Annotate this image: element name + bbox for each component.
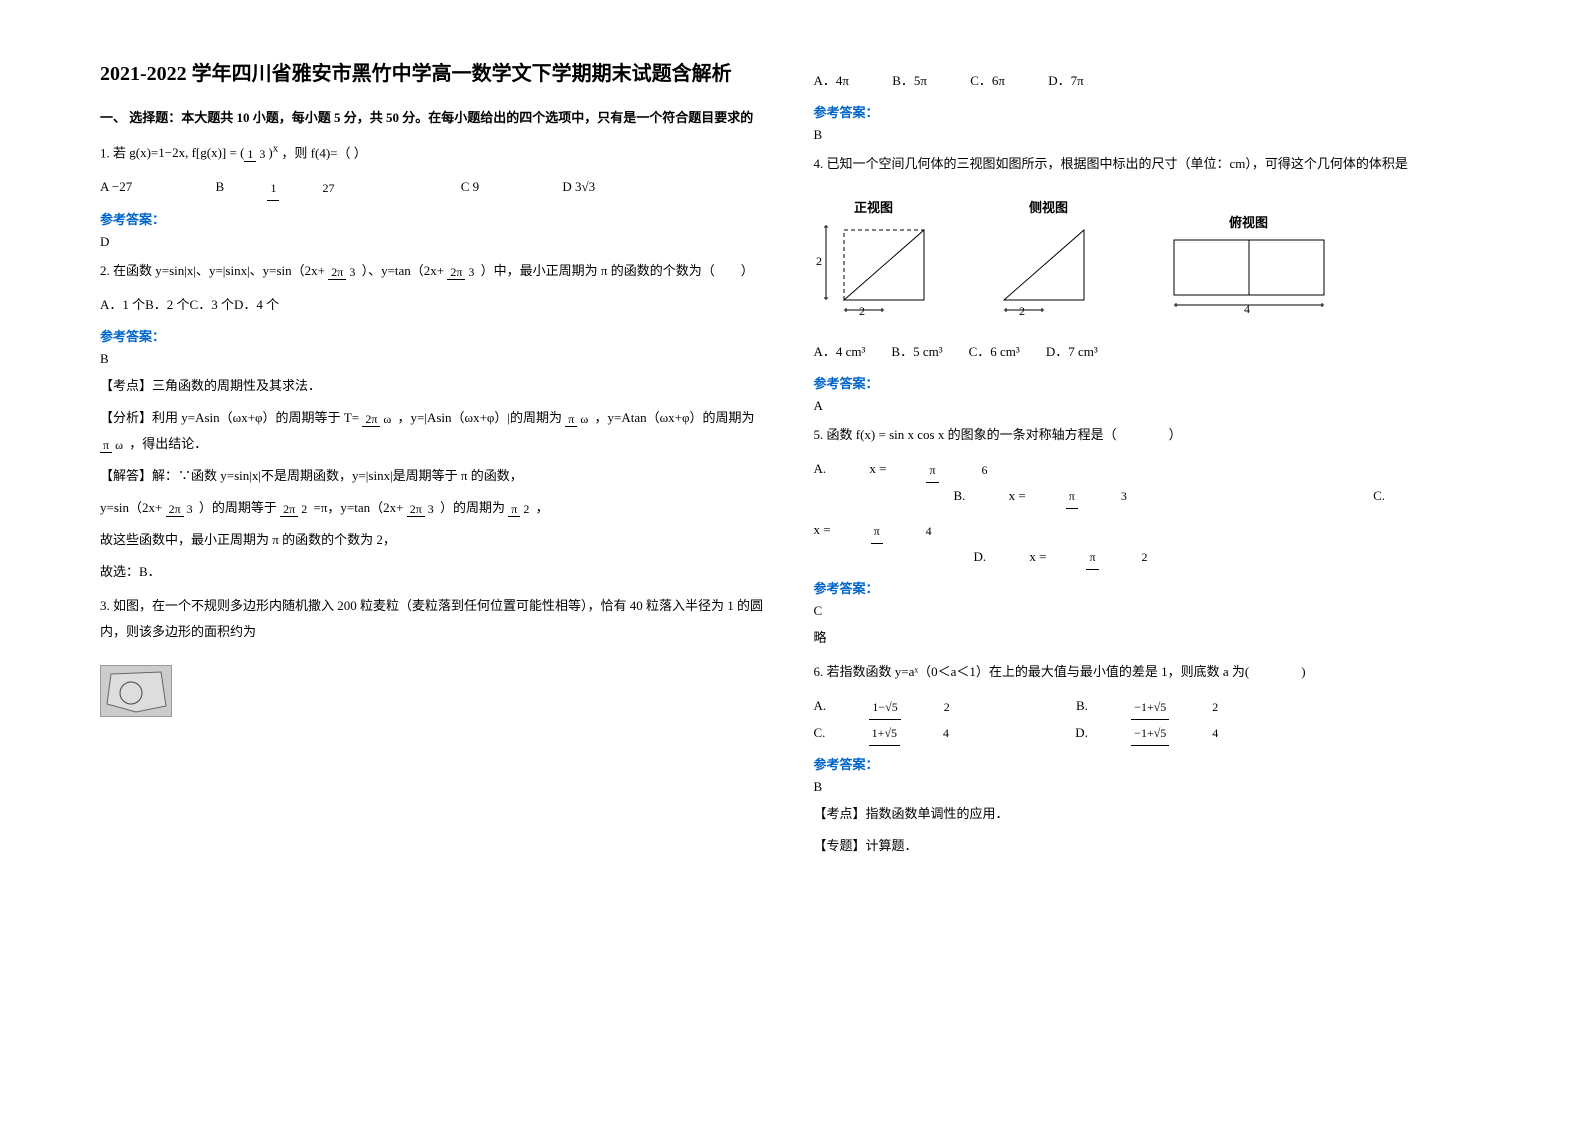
q5-answer-label: 参考答案： bbox=[814, 578, 1488, 597]
q3-optA: A．4π bbox=[814, 68, 849, 94]
q3-optD: D．7π bbox=[1048, 68, 1083, 94]
q4-stem: 4. 已知一个空间几何体的三视图如图所示，根据图中标出的尺寸（单位：cm），可得… bbox=[814, 151, 1488, 177]
q2-jd2-f4: π2 bbox=[508, 497, 532, 521]
q6-kaodian: 【考点】指数函数单调性的应用． bbox=[814, 801, 1488, 827]
q2-answer-label: 参考答案： bbox=[100, 326, 774, 345]
q3-optC: C．6π bbox=[970, 68, 1005, 94]
q2-jd2-f2: 2π2 bbox=[280, 497, 310, 521]
side-view-svg: 2 bbox=[994, 220, 1104, 315]
top-view: 俯视图 4 bbox=[1164, 212, 1334, 319]
q2-stem: 2. 在函数 y=sin|x|、y=|sinx|、y=sin（2x+ 2π3 ）… bbox=[100, 258, 774, 284]
q1-optD: D 3√3 bbox=[562, 174, 635, 200]
section1-header: 一、 选择题：本大题共 10 小题，每小题 5 分，共 50 分。在每小题给出的… bbox=[100, 108, 774, 129]
q2-fx-post: ，y=Atan（ωx+φ）的周期为 bbox=[595, 410, 755, 425]
q2-fx-mid: ，y=|Asin（ωx+φ）|的周期为 bbox=[398, 410, 566, 425]
q1-options: A −27 B 127 C 9 D 3√3 bbox=[100, 174, 774, 201]
q4-answer-label: 参考答案： bbox=[814, 373, 1488, 392]
q2-jd1: 【解答】解：∵函数 y=sin|x|不是周期函数，y=|sinx|是周期等于 π… bbox=[100, 463, 774, 489]
q4-answer: A bbox=[814, 398, 1488, 414]
q2-fx-frac1: 2πω bbox=[362, 407, 394, 431]
q3-figure-thumb bbox=[100, 665, 172, 717]
q2-fx-pre: 【分析】利用 y=Asin（ωx+φ）的周期等于 T= bbox=[100, 410, 362, 425]
q4-views: 正视图 2 2 侧视图 bbox=[814, 197, 1488, 319]
q5-optB: B. x = π3 bbox=[954, 483, 1210, 510]
polygon-icon bbox=[101, 666, 171, 716]
q1-suffix: ，则 f(4)=（ ） bbox=[281, 145, 366, 160]
q5-options-row2: x = π4 D. x = π2 bbox=[814, 517, 1488, 570]
q2-fx-frac2: πω bbox=[565, 407, 591, 431]
q3-answer-label: 参考答案： bbox=[814, 102, 1488, 121]
q1-answer-label: 参考答案： bbox=[100, 209, 774, 228]
q2-fx-frac3: πω bbox=[100, 433, 126, 457]
q6-optC: C. 1+√54 bbox=[814, 720, 1033, 747]
svg-text:2: 2 bbox=[859, 304, 865, 315]
q2-stem-3: ）中，最小正周期为 π 的函数的个数为（ ） bbox=[481, 263, 754, 278]
q2-frac1: 2π3 bbox=[328, 260, 358, 284]
q2-stem-1: 2. 在函数 y=sin|x|、y=|sinx|、y=sin（2x+ bbox=[100, 263, 325, 278]
q1-stem: 1. 若 g(x)=1−2x, f[g(x)] = (13)x ，则 f(4)=… bbox=[100, 139, 774, 166]
q6-stem: 6. 若指数函数 y=aˣ（0＜a＜1）在上的最大值与最小值的差是 1，则底数 … bbox=[814, 659, 1488, 685]
q2-frac2: 2π3 bbox=[447, 260, 477, 284]
q5-stem: 5. 函数 f(x) = sin x cos x 的图象的一条对称轴方程是（ ） bbox=[814, 422, 1488, 448]
q5-math: f(x) = sin x cos x bbox=[856, 427, 945, 442]
q2-jd2-mid3: ）的周期为 bbox=[440, 500, 508, 515]
q5-optC: C. bbox=[1373, 483, 1425, 509]
q3-stem: 3. 如图，在一个不规则多边形内随机撒入 200 粒麦粒（麦粒落到任何位置可能性… bbox=[100, 593, 774, 645]
q6-zhuanti: 【专题】计算题． bbox=[814, 833, 1488, 859]
q2-jd2-mid: ）的周期等于 bbox=[199, 500, 280, 515]
q6-optD: D. −1+√54 bbox=[1075, 720, 1301, 747]
q1-answer: D bbox=[100, 234, 774, 250]
side-view-label: 侧视图 bbox=[994, 197, 1104, 216]
q2-jd2-mid2: =π，y=tan（2x+ bbox=[313, 500, 403, 515]
q1-prefix: 1. 若 bbox=[100, 145, 129, 160]
q2-jd2: y=sin（2x+ 2π3 ）的周期等于 2π2 =π，y=tan（2x+ 2π… bbox=[100, 495, 774, 521]
q2-fenxi: 【分析】利用 y=Asin（ωx+φ）的周期等于 T= 2πω ，y=|Asin… bbox=[100, 405, 774, 457]
q6-optA: A. 1−√52 bbox=[814, 693, 1033, 720]
q2-options: A．1 个B．2 个C．3 个D．4 个 bbox=[100, 292, 774, 318]
svg-text:2: 2 bbox=[816, 254, 822, 268]
q5-optC-val: x = π4 bbox=[814, 517, 1015, 544]
q2-answer: B bbox=[100, 351, 774, 367]
q2-jd2-pre: y=sin（2x+ bbox=[100, 500, 162, 515]
exam-title: 2021-2022 学年四川省雅安市黑竹中学高一数学文下学期期末试题含解析 bbox=[100, 60, 774, 88]
q3-answer: B bbox=[814, 127, 1488, 143]
q5-post: 的图象的一条对称轴方程是（ ） bbox=[948, 427, 1182, 442]
q5-optA: A. x = π6 bbox=[814, 456, 1071, 483]
front-view-svg: 2 2 bbox=[814, 220, 934, 315]
q2-jd3: 故这些函数中，最小正周期为 π 的函数的个数为 2， bbox=[100, 527, 774, 553]
q2-jd4: 故选：B． bbox=[100, 559, 774, 585]
q1-math: g(x)=1−2x, f[g(x)] = (13)x bbox=[129, 145, 278, 160]
q1-optC: C 9 bbox=[461, 174, 519, 200]
q3-options: A．4π B．5π C．6π D．7π bbox=[814, 68, 1488, 94]
q6-options: A. 1−√52 B. −1+√52 C. 1+√54 D. −1+√54 bbox=[814, 693, 1488, 746]
svg-text:4: 4 bbox=[1244, 302, 1250, 315]
q6-answer-label: 参考答案： bbox=[814, 754, 1488, 773]
top-view-label: 俯视图 bbox=[1164, 212, 1334, 231]
q4-options: A．4 cm³ B．5 cm³ C．6 cm³ D．7 cm³ bbox=[814, 339, 1488, 365]
q5-answer: C bbox=[814, 603, 1488, 619]
q2-jd2-f1: 2π3 bbox=[166, 497, 196, 521]
front-view-label: 正视图 bbox=[814, 197, 934, 216]
q2-kaodian: 【考点】三角函数的周期性及其求法． bbox=[100, 373, 774, 399]
q6-answer: B bbox=[814, 779, 1488, 795]
svg-text:2: 2 bbox=[1019, 304, 1025, 315]
q5-pre: 5. 函数 bbox=[814, 427, 856, 442]
q5-note: 略 bbox=[814, 625, 1488, 651]
q6-optB: B. −1+√52 bbox=[1076, 693, 1301, 720]
q2-jd2-f3: 2π3 bbox=[407, 497, 437, 521]
side-view: 侧视图 2 bbox=[994, 197, 1104, 319]
top-view-svg: 4 bbox=[1164, 235, 1334, 315]
q1-optA: A −27 bbox=[100, 174, 172, 200]
front-view: 正视图 2 2 bbox=[814, 197, 934, 319]
q2-fx-end: ，得出结论． bbox=[129, 436, 207, 451]
q1-optB: B 127 bbox=[216, 174, 418, 201]
q5-options-row1: A. x = π6 B. x = π3 C. bbox=[814, 456, 1488, 509]
q3-optB: B．5π bbox=[892, 68, 927, 94]
q2-jd2-end: ， bbox=[536, 500, 549, 515]
q2-stem-2: ）、y=tan（2x+ bbox=[362, 263, 445, 278]
q5-optD: D. x = π2 bbox=[974, 544, 1231, 571]
